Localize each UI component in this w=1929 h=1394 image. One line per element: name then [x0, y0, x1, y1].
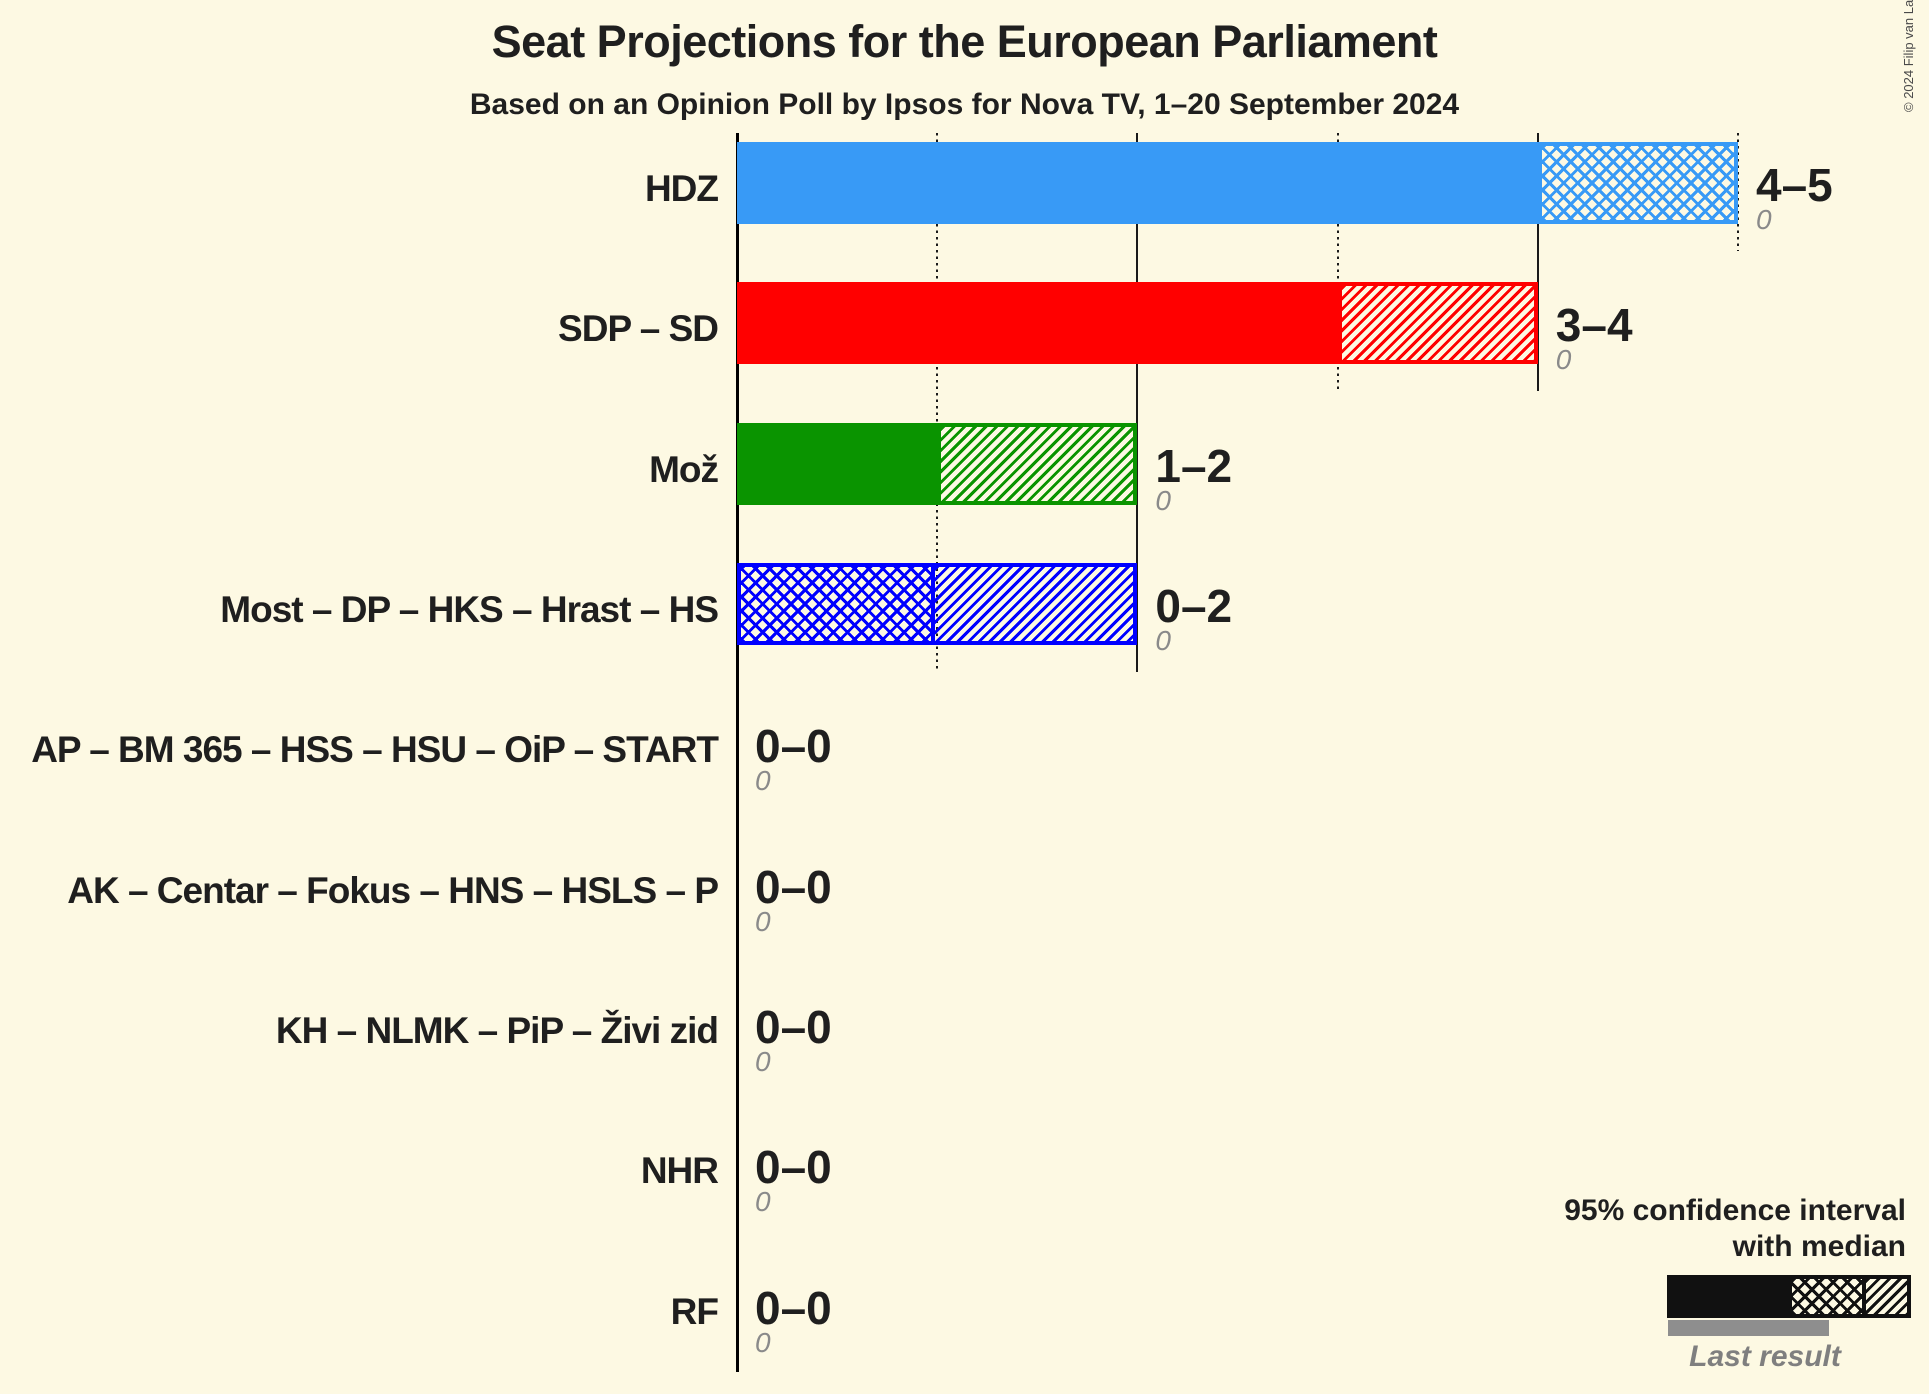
gridline-seat-2	[1136, 133, 1139, 673]
last-result-value: 0	[1555, 344, 1572, 376]
ci-bar	[737, 422, 1138, 505]
legend-ci-line2: with median	[1732, 1230, 1906, 1263]
chart-subtitle: Based on an Opinion Poll by Ipsos for No…	[469, 88, 1460, 121]
party-label: HDZ	[644, 168, 719, 209]
ci-range-label: 3–4	[1555, 299, 1633, 352]
legend-crosshatch-segment	[1792, 1279, 1866, 1314]
legend-ci-line1: 95% confidence interval	[1564, 1194, 1906, 1227]
ci-bar	[737, 563, 1138, 646]
legend-hatch-group	[1788, 1275, 1911, 1318]
party-label: SDP – SD	[558, 308, 719, 350]
last-result-value: 0	[1155, 625, 1171, 657]
ci-range-label: 0–0	[755, 860, 832, 913]
last-result-value: 0	[755, 1046, 771, 1078]
ci-bar-solid	[737, 282, 1338, 365]
legend-diagonal-segment	[1866, 1279, 1907, 1314]
legend-last-result-bar	[1668, 1320, 1829, 1336]
last-result-value: 0	[1756, 204, 1772, 235]
party-label: KH – NLMK – PiP – Živi zid	[275, 1010, 719, 1052]
ci-range-label: 0–0	[755, 1001, 832, 1054]
copyright-notice: © 2024 Filip van Laenen	[1901, 0, 1916, 112]
gridline-seat-1	[936, 133, 939, 673]
legend-last-result-label: Last result	[1689, 1340, 1841, 1373]
chart-title: Seat Projections for the European Parlia…	[491, 16, 1438, 67]
party-label: AP – BM 365 – HSS – HSU – OiP – START	[31, 729, 719, 771]
ci-bar	[737, 142, 1738, 224]
ci-range-label: 0–0	[755, 1141, 832, 1194]
ci-range-label: 0–2	[1155, 580, 1233, 633]
ci-bar-diagonal	[941, 426, 1134, 501]
gridline-seat-4	[1536, 133, 1539, 392]
ci-bar-diagonal	[935, 567, 1134, 642]
party-label: Most – DP – HKS – Hrast – HS	[220, 589, 719, 631]
last-result-value: 0	[755, 905, 771, 937]
party-label: RF	[670, 1290, 719, 1332]
ci-bar-hatch-group	[1337, 282, 1538, 365]
ci-bar-crosshatch	[1541, 146, 1734, 220]
party-label: AK – Centar – Fokus – HNS – HSLS – P	[67, 869, 719, 911]
axis-line	[735, 133, 739, 1372]
gridline-seat-5	[1737, 133, 1739, 251]
ci-range-label: 4–5	[1756, 159, 1833, 211]
ci-bar-hatch-group	[1537, 142, 1738, 224]
ci-range-label: 1–2	[1155, 439, 1233, 492]
last-result-value: 0	[755, 1326, 771, 1358]
gridline-seat-3	[1336, 133, 1339, 392]
ci-bar	[737, 282, 1538, 365]
ci-bar-crosshatch	[741, 567, 936, 642]
ci-bar-solid	[737, 142, 1538, 224]
ci-bar-hatch-group	[737, 563, 1138, 646]
legend-swatch-bar	[1667, 1275, 1911, 1318]
party-label: Mož	[649, 448, 719, 490]
last-result-value: 0	[755, 1186, 771, 1218]
last-result-value: 0	[1155, 484, 1171, 516]
ci-range-label: 0–0	[755, 1281, 832, 1334]
ci-bar-diagonal	[1341, 286, 1534, 361]
ci-bar-hatch-group	[937, 422, 1138, 505]
last-result-value: 0	[755, 765, 771, 797]
party-label: NHR	[640, 1150, 719, 1192]
ci-bar-solid	[737, 422, 938, 505]
legend-solid-segment	[1667, 1275, 1788, 1318]
ci-range-label: 0–0	[755, 720, 832, 773]
